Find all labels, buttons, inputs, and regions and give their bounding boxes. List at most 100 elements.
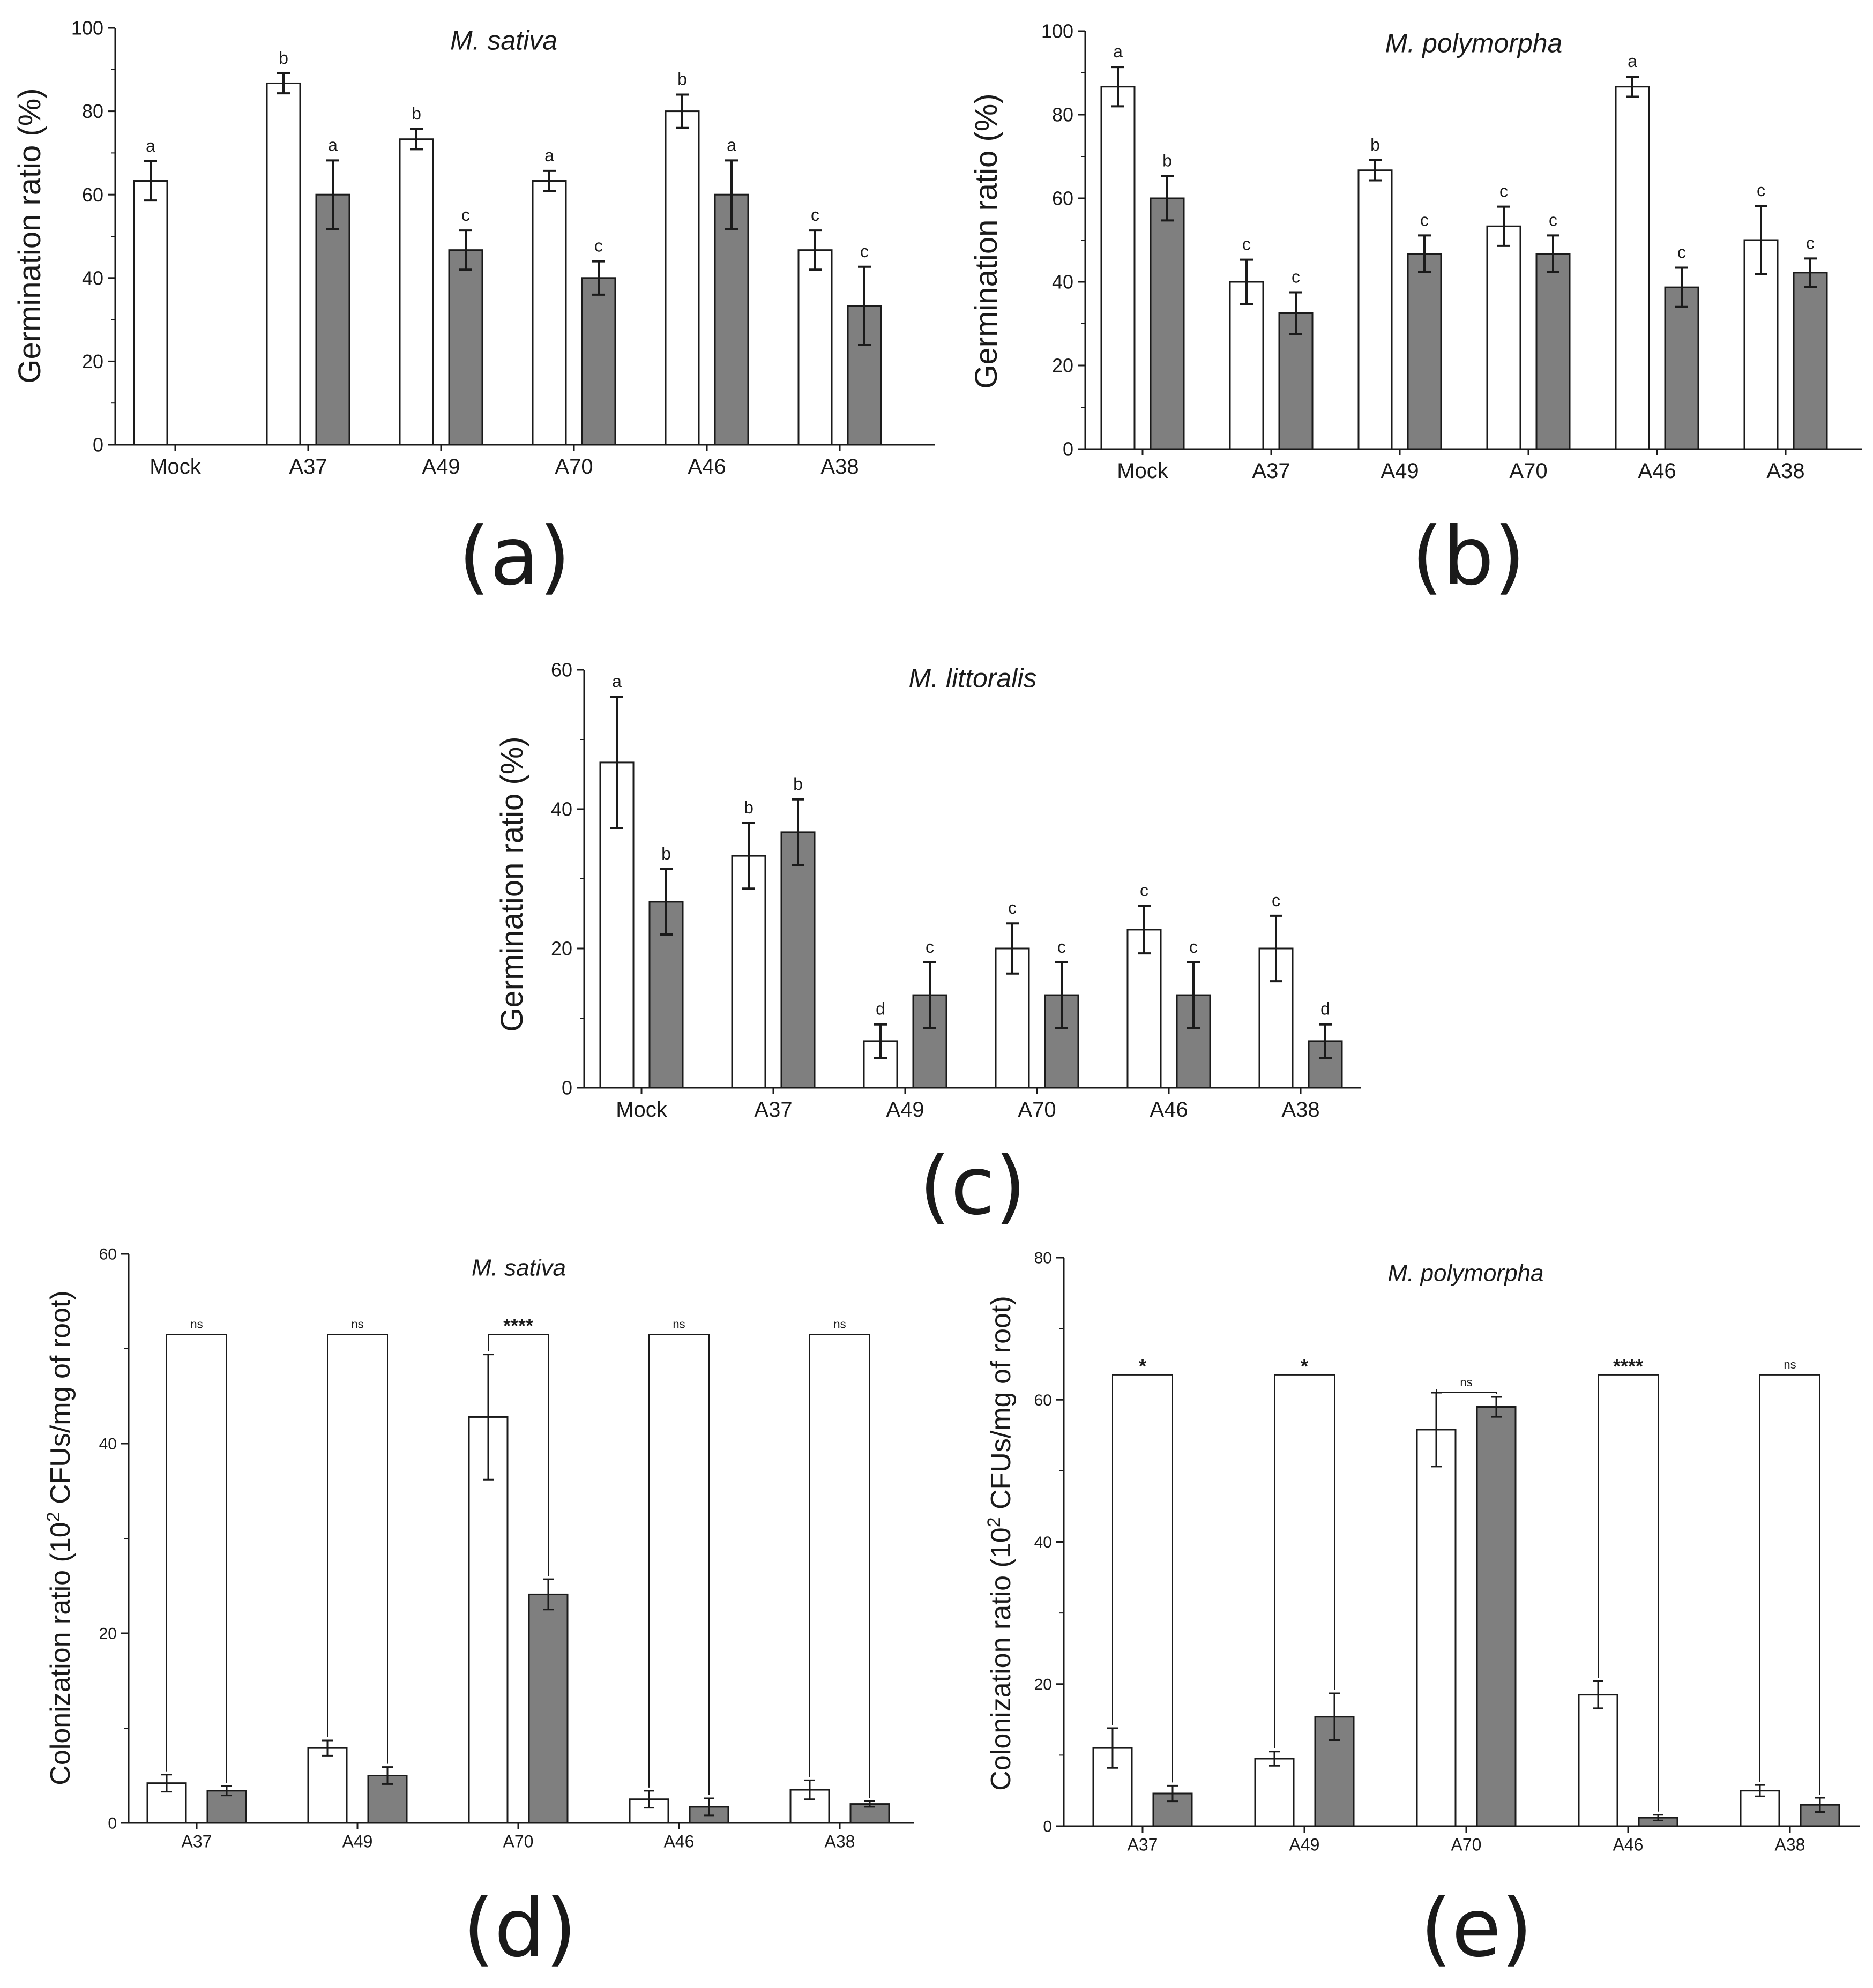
bar-A37-grey [780, 831, 816, 1089]
x-tick-label: A70 [503, 1832, 534, 1851]
significance-letter: a [146, 136, 155, 155]
significance-bracket [1112, 1374, 1173, 1783]
bar-A37-white [731, 855, 766, 1089]
significance-letter: b [793, 774, 803, 794]
bar-A49-white [1357, 169, 1393, 450]
significance-letter: a [544, 146, 554, 165]
significance-label: ns [833, 1317, 846, 1331]
significance-letter: c [1677, 242, 1686, 261]
chart-panel-a: 0 20 40 60 80 100 M. sativa Germination ratio (… [12, 17, 935, 603]
significance-letter: c [1008, 898, 1017, 917]
significance-bracket [327, 1334, 388, 1764]
bar-A37-white [266, 82, 301, 446]
significance-letter: a [612, 672, 622, 691]
significance-bracket [166, 1334, 227, 1783]
x-tick-label: A37 [1252, 459, 1290, 483]
significance-letter: c [1549, 210, 1557, 229]
y-tick-label: 60 [1052, 188, 1073, 210]
significance-letter: b [677, 69, 687, 88]
significance-bracket [648, 1334, 710, 1795]
significance-letter: c [1292, 267, 1300, 287]
bar-A70-white [532, 180, 567, 446]
x-tick-label: A46 [664, 1832, 695, 1851]
y-tick-label: 80 [82, 100, 103, 122]
significance-letter: c [1806, 233, 1815, 252]
x-tick-label: A46 [1150, 1098, 1188, 1122]
significance-letter: d [876, 999, 885, 1019]
x-tick-label: A70 [555, 455, 593, 479]
significance-bracket [1759, 1374, 1820, 1795]
significance-bracket [1436, 1389, 1497, 1394]
significance-label: * [1139, 1355, 1146, 1377]
chart-title: M. polymorpha [1385, 28, 1563, 58]
x-tick-label: A37 [182, 1832, 212, 1851]
significance-letter: c [1140, 881, 1148, 900]
bar-A70-grey [1535, 253, 1571, 450]
significance-letter: d [1320, 999, 1330, 1019]
y-tick-label: 0 [93, 434, 103, 456]
significance-letter: a [1113, 42, 1123, 61]
bar-A46-white [1578, 1694, 1618, 1827]
bar-A49-white [399, 138, 434, 446]
bar-A70-grey [528, 1593, 569, 1824]
significance-bracket [1598, 1374, 1659, 1812]
significance-label: ns [673, 1317, 685, 1331]
significance-label: * [1301, 1355, 1308, 1377]
significance-label: **** [1613, 1355, 1643, 1377]
significance-letter: b [279, 48, 288, 68]
significance-label: **** [503, 1314, 533, 1336]
y-tick-label: 40 [82, 267, 103, 289]
y-tick-label: 100 [1041, 20, 1073, 42]
y-axis-label-superscript: 2 [43, 1512, 64, 1522]
bar-A70-grey [1476, 1406, 1517, 1827]
y-axis-label-tail: CFUs/mg of root) [986, 1296, 1017, 1517]
bar-A46-white [665, 110, 700, 446]
significance-letter: b [661, 844, 671, 863]
x-tick-label: Mock [1117, 459, 1169, 483]
x-tick-label: A38 [1281, 1098, 1319, 1122]
y-axis-label-tail: CFUs/mg of root) [45, 1290, 76, 1512]
significance-bracket [488, 1334, 549, 1576]
x-tick-label: A46 [688, 455, 726, 479]
x-tick-label: A37 [1128, 1835, 1158, 1855]
x-tick-label: A46 [1613, 1835, 1644, 1855]
y-tick-label: 0 [1063, 438, 1073, 460]
chart-panel-b: 0 20 40 60 80 100 M. polymorpha Germination rat… [969, 20, 1862, 603]
x-tick-label: A38 [1775, 1835, 1805, 1855]
significance-bracket [809, 1334, 870, 1798]
x-tick-label: A38 [1766, 459, 1804, 483]
significance-letter: c [1499, 182, 1508, 201]
x-tick-label: A49 [1381, 459, 1419, 483]
x-tick-label: Mock [616, 1098, 668, 1122]
significance-letter: b [744, 798, 753, 817]
bar-A38-white [797, 249, 833, 446]
significance-letter: c [926, 937, 934, 956]
y-tick-label: 60 [82, 184, 103, 206]
significance-label: ns [351, 1317, 363, 1331]
chart-panel-d: 0 20 40 60 M. sativa Colonization ratio (102 … [43, 1246, 914, 1975]
chart-title: M. polymorpha [1387, 1260, 1543, 1286]
bar-A49-grey [1407, 253, 1442, 450]
x-tick-label: A49 [342, 1832, 373, 1851]
significance-letter: c [1242, 235, 1251, 254]
y-tick-label: 60 [99, 1246, 117, 1264]
significance-letter: c [1272, 891, 1280, 910]
chart-panel-c: 0 20 40 60 M. littoralis Germination ratio (%… [495, 659, 1361, 1233]
bar-A70-white [1416, 1429, 1457, 1827]
significance-letter: b [412, 104, 421, 123]
significance-letter: a [1628, 51, 1637, 71]
y-tick-label: 20 [551, 938, 572, 960]
bar-A70-grey [581, 277, 616, 446]
y-tick-label: 40 [99, 1436, 117, 1453]
panel-label: (d) [463, 1882, 577, 1975]
y-tick-label: 80 [1034, 1250, 1052, 1267]
significance-letter: a [727, 135, 736, 154]
x-tick-label: A37 [289, 455, 327, 479]
y-tick-label: 20 [1052, 355, 1073, 377]
bar-A49-grey [448, 249, 483, 446]
bar-A49-white [1254, 1758, 1295, 1827]
x-tick-label: A49 [886, 1098, 924, 1122]
panel-label: (e) [1420, 1882, 1532, 1975]
y-axis-label: Germination ratio (%) [12, 88, 47, 383]
